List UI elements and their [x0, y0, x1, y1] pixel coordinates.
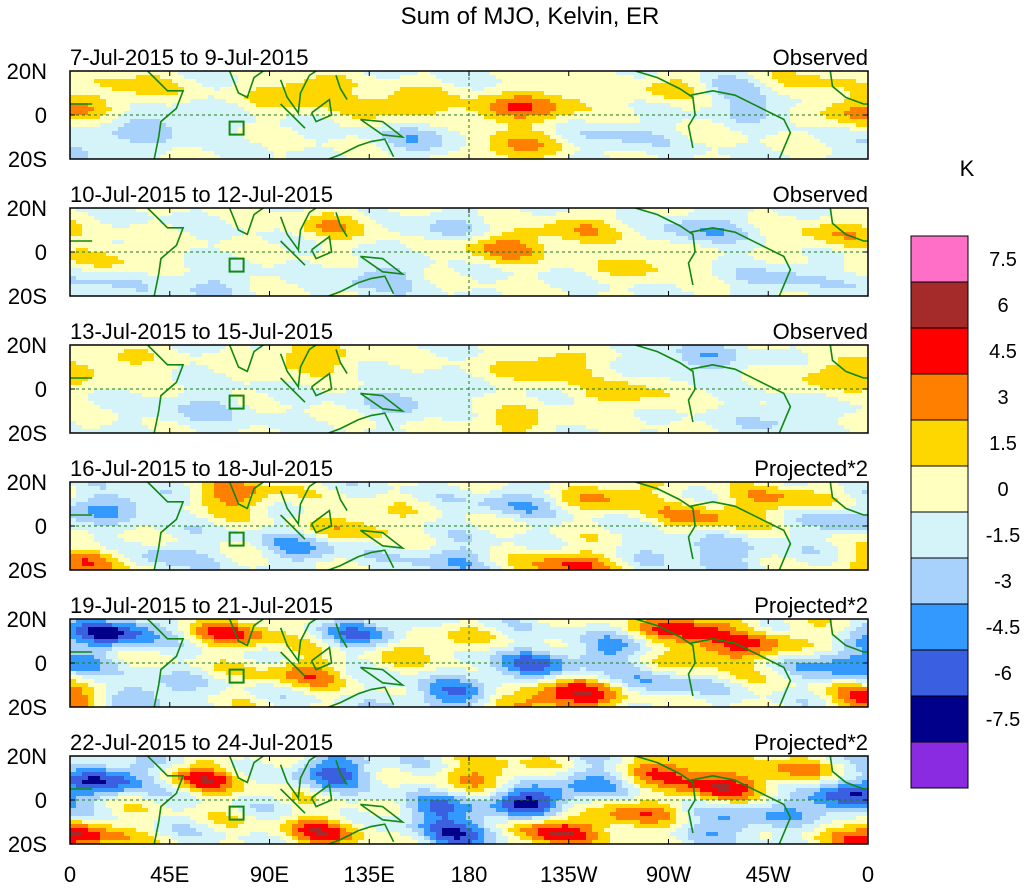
- y-tick-label: 20S: [8, 558, 47, 583]
- anomaly-field: [70, 619, 868, 707]
- colorbar-label: -6: [994, 663, 1012, 685]
- y-tick-label: 0: [35, 103, 47, 128]
- coastlines: [70, 482, 868, 570]
- panel-date-range: 19-Jul-2015 to 21-Jul-2015: [70, 593, 333, 618]
- panel-label: Projected*2: [754, 456, 868, 481]
- panel-date-range: 7-Jul-2015 to 9-Jul-2015: [70, 45, 308, 70]
- colorbar-swatch: [910, 649, 969, 697]
- y-tick-label: 20S: [8, 421, 47, 446]
- anomaly-field: [70, 208, 868, 296]
- colorbar-label: 7.5: [989, 249, 1017, 271]
- x-tick-label: 90E: [250, 862, 289, 887]
- panel-5: 20N 0 20S 19-Jul-2015 to 21-Jul-2015 Project…: [7, 593, 869, 720]
- colorbar-label: 0: [997, 479, 1008, 501]
- colorbar-swatch: [910, 327, 969, 375]
- y-tick-label: 20S: [8, 147, 47, 172]
- y-tick-label: 0: [35, 788, 47, 813]
- colorbar-label: 3: [997, 387, 1008, 409]
- coastlines: [70, 756, 868, 844]
- y-tick-label: 20N: [7, 607, 47, 632]
- colorbar-label: 1.5: [989, 433, 1017, 455]
- colorbar-label: 6: [997, 295, 1008, 317]
- panel-date-range: 22-Jul-2015 to 24-Jul-2015: [70, 730, 333, 755]
- panel-label: Projected*2: [754, 593, 868, 618]
- x-tick-label: 0: [64, 862, 76, 887]
- colorbar-swatch: [910, 741, 969, 789]
- x-tick-label: 90W: [646, 862, 691, 887]
- x-tick-label: 135E: [344, 862, 395, 887]
- y-tick-label: 0: [35, 240, 47, 265]
- y-tick-label: 20S: [8, 284, 47, 309]
- anomaly-field: [70, 482, 868, 570]
- colorbar-label: -7.5: [986, 709, 1020, 731]
- x-tick-label: 135W: [540, 862, 598, 887]
- colorbar-swatch: [910, 281, 969, 329]
- anomaly-field: [70, 345, 868, 433]
- colorbar-swatch: [910, 695, 969, 743]
- colorbar-swatch: [910, 373, 969, 421]
- colorbar-swatch: [910, 603, 969, 651]
- coastlines: [70, 71, 868, 159]
- panel-date-range: 16-Jul-2015 to 18-Jul-2015: [70, 456, 333, 481]
- panel-date-range: 10-Jul-2015 to 12-Jul-2015: [70, 182, 333, 207]
- colorbar-swatch: [910, 511, 969, 559]
- y-tick-label: 20N: [7, 59, 47, 84]
- colorbar-swatch: [910, 557, 969, 605]
- x-tick-label: 45E: [150, 862, 189, 887]
- colorbar-swatch: [910, 419, 969, 467]
- colorbar: K 7.5 6 4.5 3 1.5 0 -1.5 -3 -4.5 -6 -7.5: [910, 156, 1020, 789]
- x-axis: 0 45E 90E 135E 180 135W 90W 45W 0: [64, 862, 874, 887]
- panel-2: 20N 0 20S 10-Jul-2015 to 12-Jul-2015 Observe…: [7, 182, 869, 309]
- y-tick-label: 20N: [7, 333, 47, 358]
- y-tick-label: 20N: [7, 196, 47, 221]
- x-tick-label: 45W: [746, 862, 791, 887]
- anomaly-field: [70, 756, 868, 844]
- coastlines: [70, 208, 868, 296]
- panel-date-range: 13-Jul-2015 to 15-Jul-2015: [70, 319, 333, 344]
- x-tick-label: 180: [451, 862, 488, 887]
- panel-label: Projected*2: [754, 730, 868, 755]
- panel-1: 20N 0 20S 7-Jul-2015 to 9-Jul-2015 Observed: [7, 45, 869, 172]
- y-tick-label: 20N: [7, 744, 47, 769]
- coastlines: [70, 619, 868, 707]
- colorbar-label: -1.5: [986, 525, 1020, 547]
- x-tick-label: 0: [862, 862, 874, 887]
- colorbar-swatch: [910, 235, 969, 283]
- y-tick-label: 0: [35, 377, 47, 402]
- coastlines: [70, 345, 868, 433]
- y-tick-label: 0: [35, 514, 47, 539]
- colorbar-units-label: K: [960, 156, 975, 181]
- y-tick-label: 20N: [7, 470, 47, 495]
- panel-3: 20N 0 20S 13-Jul-2015 to 15-Jul-2015 Observe…: [7, 319, 869, 446]
- colorbar-label: -3: [994, 571, 1012, 593]
- y-tick-label: 20S: [8, 695, 47, 720]
- chart-title: Sum of MJO, Kelvin, ER: [401, 3, 660, 30]
- panel-label: Observed: [773, 45, 868, 70]
- panel-label: Observed: [773, 319, 868, 344]
- panel-4: 20N 0 20S 16-Jul-2015 to 18-Jul-2015 Project…: [7, 456, 869, 583]
- anomaly-field: [70, 71, 868, 159]
- colorbar-label: -4.5: [986, 617, 1020, 639]
- colorbar-swatch: [910, 465, 969, 513]
- colorbar-label: 4.5: [989, 341, 1017, 363]
- y-tick-label: 20S: [8, 832, 47, 857]
- panel-6: 20N 0 20S 22-Jul-2015 to 24-Jul-2015 Project…: [7, 730, 869, 857]
- y-tick-label: 0: [35, 651, 47, 676]
- panel-label: Observed: [773, 182, 868, 207]
